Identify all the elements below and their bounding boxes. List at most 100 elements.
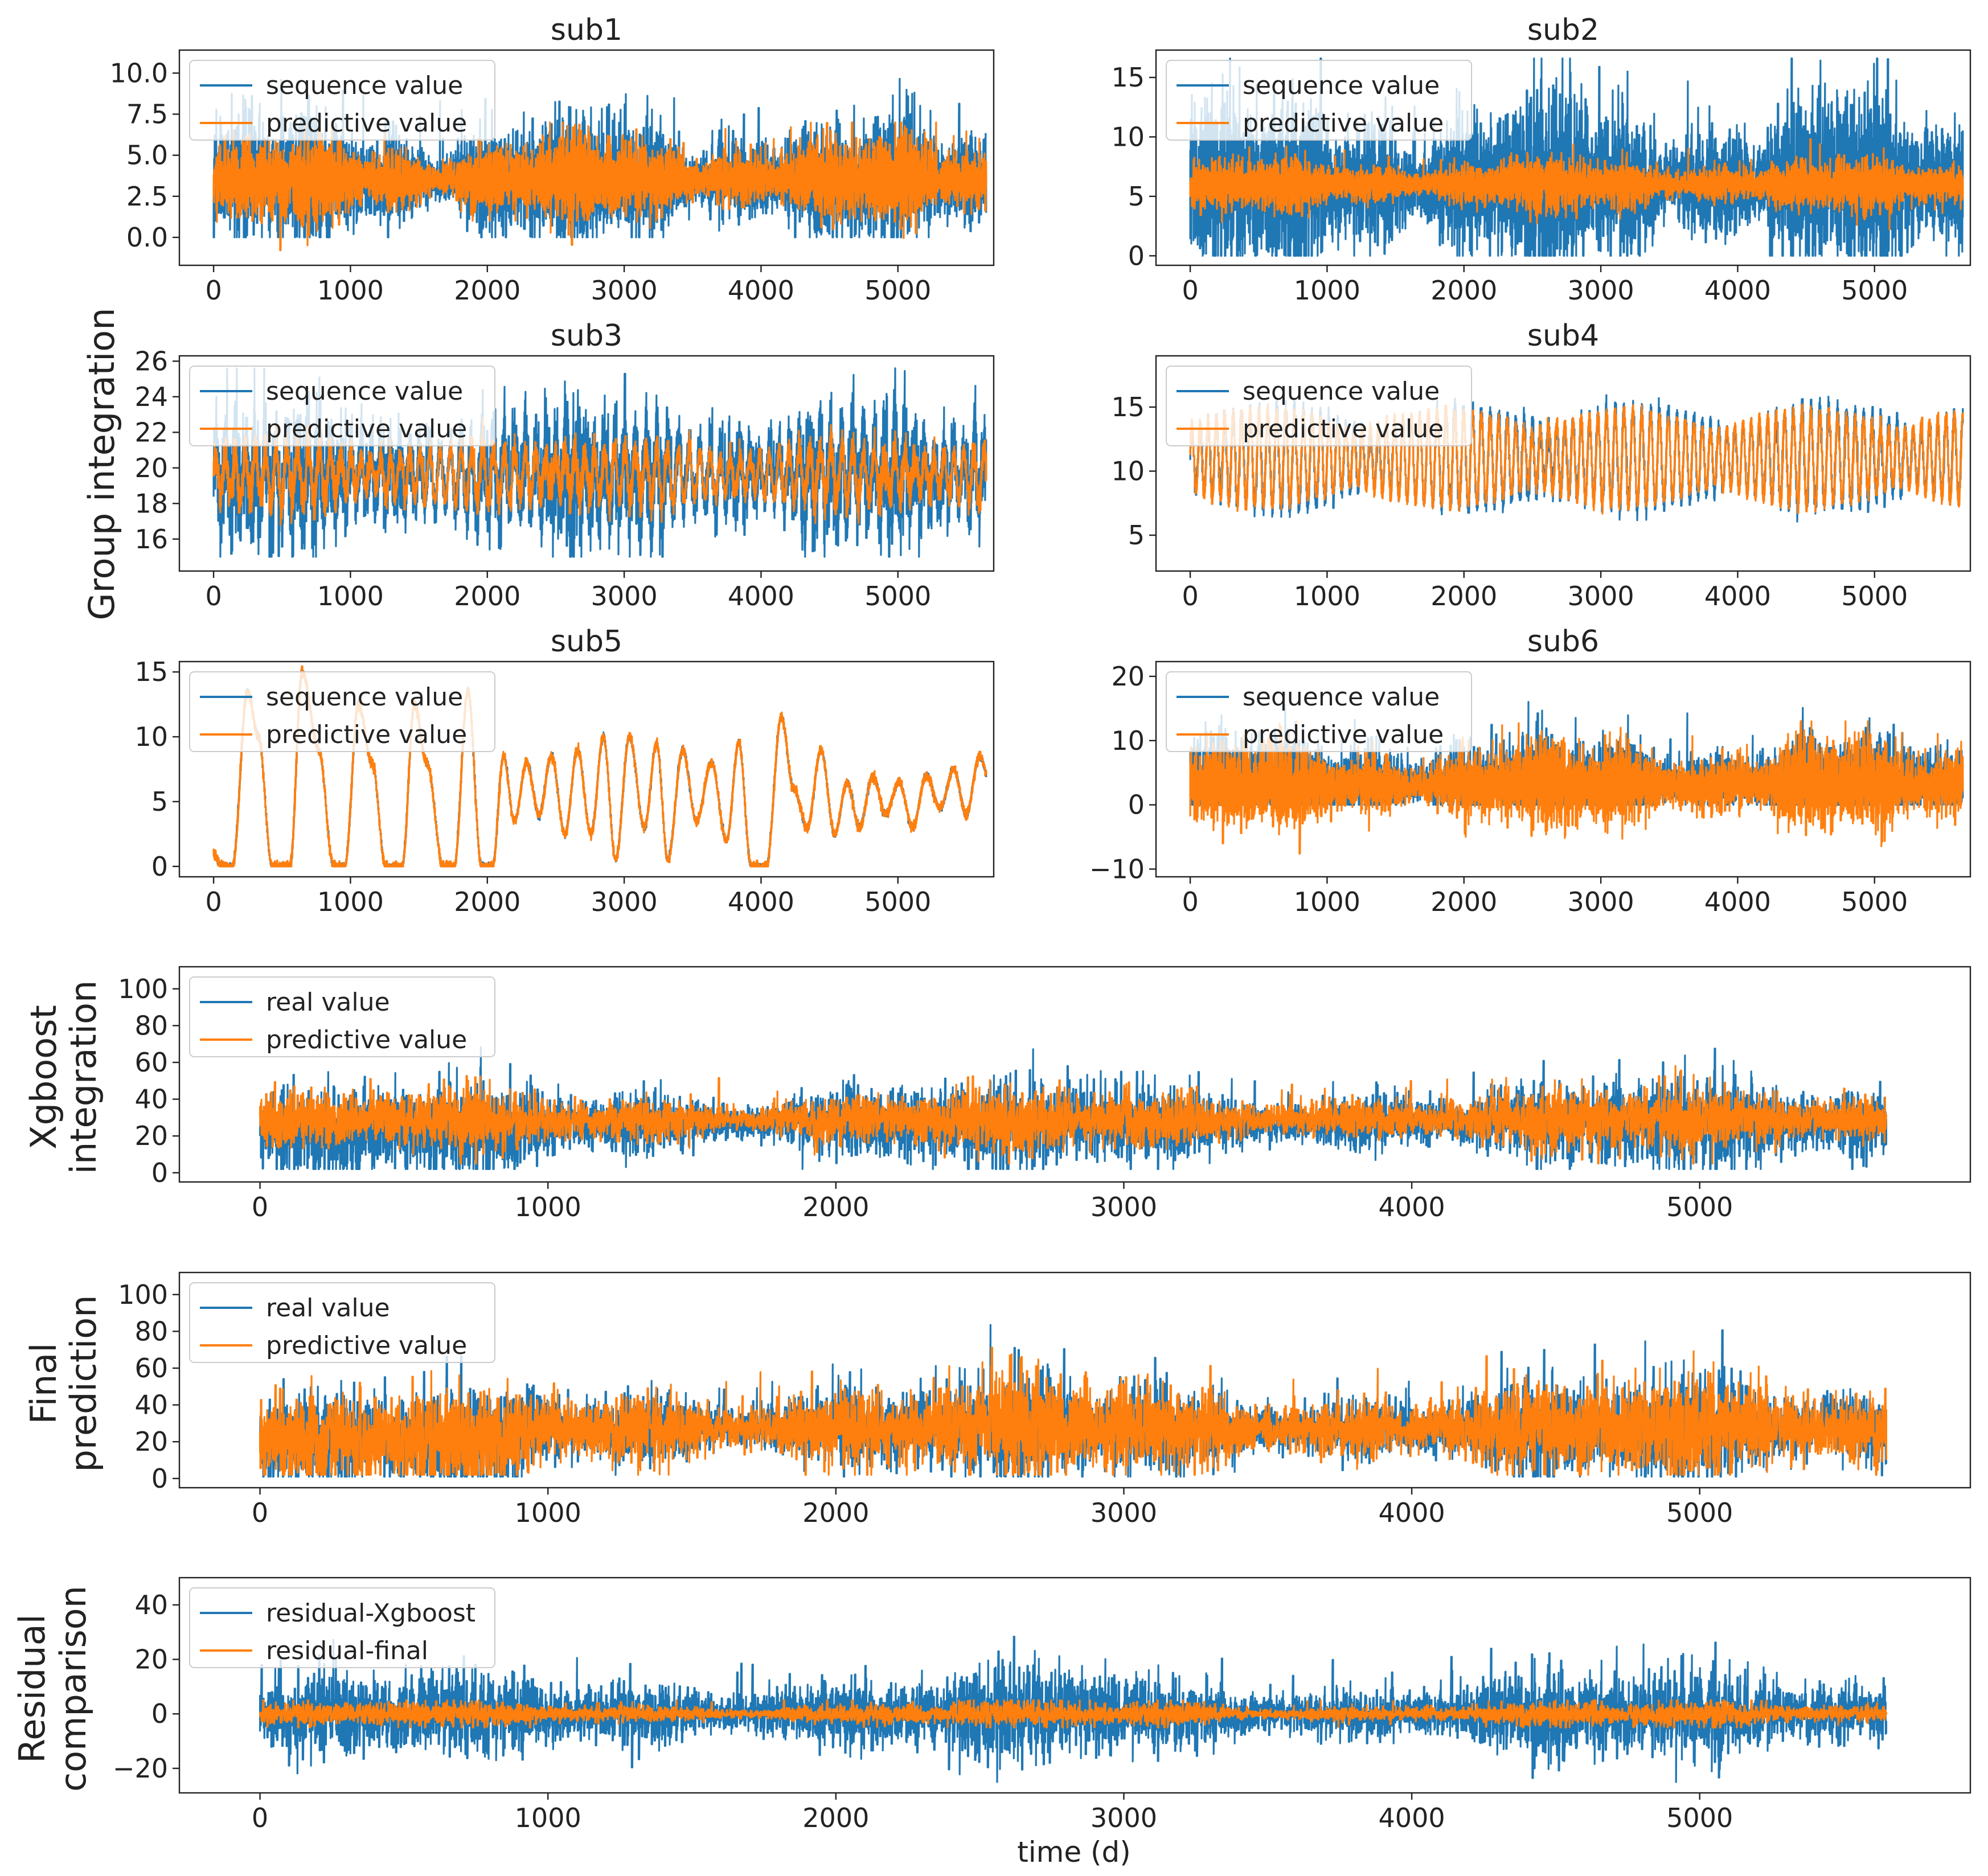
x-tick-label: 3000 bbox=[1091, 1803, 1157, 1833]
axes-frame-sub3 bbox=[178, 355, 995, 572]
x-tick-label: 2000 bbox=[802, 1497, 869, 1528]
x-tick-label: 5000 bbox=[1841, 886, 1908, 917]
x-tick-label: 5000 bbox=[1841, 275, 1908, 306]
final-ylabel-line2: prediction bbox=[63, 1295, 104, 1472]
y-tick-label: 2.5 bbox=[126, 181, 168, 212]
series-line-sub6-1 bbox=[1189, 720, 1964, 855]
x-tick-label: 2000 bbox=[454, 581, 520, 611]
y-tick-label: −10 bbox=[1089, 853, 1145, 884]
legend-box bbox=[1166, 671, 1472, 752]
y-tick-label: 20 bbox=[134, 1644, 168, 1675]
chart-sub5: 0 1000 2000 3000 4000 5000 0 5 10 15 sub5 sequence … bbox=[134, 625, 995, 917]
y-tick-label: 22 bbox=[134, 417, 168, 448]
legend-box bbox=[189, 1587, 495, 1668]
x-tick-label: 1000 bbox=[317, 581, 384, 611]
y-tick-label: 7.5 bbox=[126, 99, 168, 130]
y-tick-label: 0 bbox=[151, 1157, 168, 1188]
legend-sub1: sequence value predictive value bbox=[189, 60, 495, 141]
panels: 0 1000 2000 3000 4000 50000.02.55.07.510.0sub… bbox=[110, 13, 1971, 1833]
x-tick-label: 3000 bbox=[1568, 886, 1634, 917]
y-tick-label: −20 bbox=[113, 1753, 168, 1784]
y-tick-label: 60 bbox=[134, 1353, 168, 1384]
y-tick-label: 0 bbox=[151, 1463, 168, 1494]
y-tick-label: 40 bbox=[134, 1590, 168, 1620]
legend-box bbox=[189, 60, 495, 141]
y-tick-label: 40 bbox=[134, 1084, 168, 1115]
legend-label: predictive value bbox=[266, 720, 467, 749]
y-tick-label: 15 bbox=[134, 656, 168, 687]
legend-residual: residual-Xgboost residual-final bbox=[189, 1587, 495, 1668]
x-tick-label: 0 bbox=[1182, 581, 1198, 611]
legend-label: residual-final bbox=[266, 1636, 428, 1665]
plot-area-sub3 bbox=[212, 367, 987, 558]
x-tick-label: 0 bbox=[1182, 886, 1198, 917]
x-tick-label: 2000 bbox=[454, 886, 520, 917]
axes-frame-sub1 bbox=[178, 49, 995, 266]
legend-label: sequence value bbox=[266, 71, 463, 100]
y-tick-label: 15 bbox=[1111, 62, 1145, 93]
y-tick-label: 18 bbox=[134, 488, 168, 519]
chart-title-sub4: sub4 bbox=[1527, 319, 1599, 353]
x-tick-label: 1000 bbox=[1294, 886, 1360, 917]
group-integration-ylabel: Group integration bbox=[81, 307, 122, 620]
x-tick-label: 4000 bbox=[728, 886, 794, 917]
x-tick-label: 0 bbox=[252, 1192, 268, 1222]
legend-box bbox=[189, 1282, 495, 1363]
series-line-final-1 bbox=[259, 1347, 1887, 1476]
x-tick-label: 1000 bbox=[317, 886, 384, 917]
chart-sub6: 0 1000 2000 3000 4000 5000 −10 0 10 20 sub6 sequenc… bbox=[1089, 625, 1971, 917]
chart-title-sub1: sub1 bbox=[551, 13, 622, 47]
y-tick-label: 16 bbox=[134, 524, 168, 555]
chart-xgboost: 0 1000 2000 3000 4000 5000 0 20 40 60 80 100 real va… bbox=[118, 966, 1971, 1222]
series-line-sub1-1 bbox=[212, 121, 987, 252]
x-tick-label: 2000 bbox=[454, 275, 520, 306]
chart-sub1: 0 1000 2000 3000 4000 5000 0.0 2.5 5.0 7.5 10.0 sub… bbox=[110, 13, 995, 306]
x-tick-label: 0 bbox=[1182, 275, 1198, 306]
legend-label: predictive value bbox=[1243, 414, 1444, 444]
x-tick-label: 0 bbox=[252, 1803, 268, 1833]
x-tick-label: 2000 bbox=[802, 1192, 869, 1222]
axes-frame-sub6 bbox=[1155, 660, 1971, 878]
x-tick-label: 4000 bbox=[1704, 275, 1771, 306]
chart-sub2: 0 1000 2000 3000 4000 5000 0 5 10 15 sub2 sequence … bbox=[1111, 13, 1971, 306]
y-tick-label: 80 bbox=[134, 1316, 168, 1347]
y-tick-label: 0 bbox=[1128, 240, 1145, 271]
y-tick-label: 100 bbox=[118, 974, 168, 1004]
x-tick-label: 5000 bbox=[1666, 1497, 1733, 1528]
chart-title-sub5: sub5 bbox=[551, 625, 622, 659]
legend-sub6: sequence value predictive value bbox=[1166, 671, 1472, 752]
x-tick-label: 4000 bbox=[1379, 1497, 1445, 1528]
x-tick-label: 1000 bbox=[1294, 581, 1360, 611]
series-line-sub4-1 bbox=[1189, 403, 1964, 515]
xgboost-ylabel-line2: integration bbox=[63, 980, 104, 1175]
series-line-sub2-0 bbox=[1189, 58, 1964, 257]
y-tick-label: 20 bbox=[134, 1426, 168, 1457]
series-line-sub3-1 bbox=[212, 416, 987, 526]
y-tick-label: 0.0 bbox=[126, 222, 168, 253]
x-tick-label: 2000 bbox=[1430, 581, 1497, 611]
legend-box bbox=[1166, 366, 1472, 446]
legend-box bbox=[189, 671, 495, 752]
x-tick-label: 1000 bbox=[515, 1803, 581, 1833]
plot-area-sub5 bbox=[212, 665, 987, 868]
y-tick-label: 20 bbox=[134, 453, 168, 483]
x-tick-label: 2000 bbox=[802, 1803, 869, 1833]
series-line-sub2-1 bbox=[1189, 138, 1964, 231]
legend-label: predictive value bbox=[266, 109, 467, 138]
legend-sub5: sequence value predictive value bbox=[189, 671, 495, 752]
xgboost-ylabel-line1: Xgboost bbox=[23, 1005, 64, 1150]
x-tick-label: 1000 bbox=[515, 1497, 581, 1528]
x-tick-label: 5000 bbox=[864, 275, 931, 306]
y-tick-label: 5 bbox=[1128, 181, 1145, 212]
y-tick-label: 10 bbox=[1111, 121, 1145, 152]
x-tick-label: 4000 bbox=[1704, 886, 1771, 917]
chart-title-sub2: sub2 bbox=[1527, 13, 1599, 47]
axes-frame-residual bbox=[178, 1577, 1971, 1794]
plot-area-final bbox=[259, 1324, 1887, 1478]
y-tick-label: 15 bbox=[1111, 392, 1145, 422]
y-tick-label: 60 bbox=[134, 1047, 168, 1078]
y-tick-label: 100 bbox=[118, 1279, 168, 1310]
axes-frame-sub4 bbox=[1155, 355, 1971, 572]
legend-final: real value predictive value bbox=[189, 1282, 495, 1363]
